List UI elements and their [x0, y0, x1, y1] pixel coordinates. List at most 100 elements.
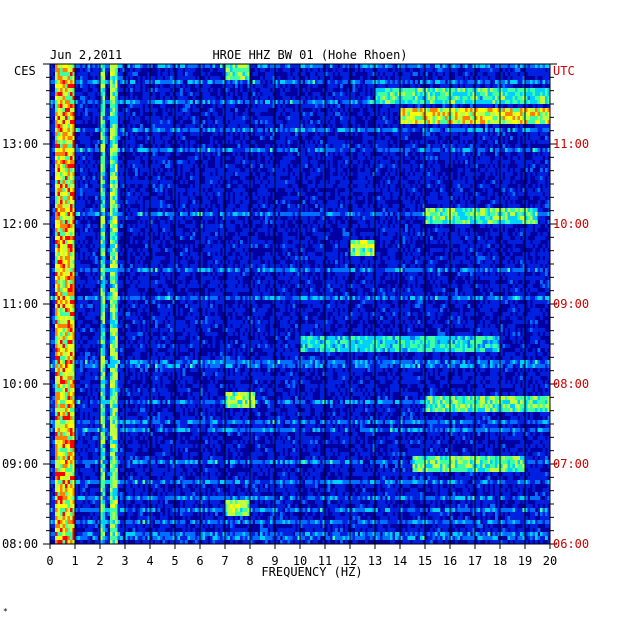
spectrogram-cell [305, 160, 308, 164]
spectrogram-cell [447, 144, 451, 148]
spectrogram-cell [512, 196, 516, 200]
spectrogram-cell [255, 124, 258, 128]
spectrogram-cell [192, 68, 196, 72]
spectrogram-cell [200, 80, 203, 84]
spectrogram-cell [500, 196, 503, 200]
spectrogram-cell [125, 112, 128, 116]
spectrogram-cell [465, 184, 468, 188]
spectrogram-cell [70, 168, 73, 172]
spectrogram-cell [475, 76, 478, 80]
spectrogram-cell [302, 72, 306, 76]
spectrogram-cell [135, 196, 138, 200]
spectrogram-cell [137, 200, 141, 204]
spectrogram-cell [462, 96, 466, 100]
spectrogram-cell [385, 112, 388, 116]
spectrogram-cell [535, 92, 538, 96]
spectrogram-cell [230, 76, 233, 80]
spectrogram-cell [270, 96, 273, 100]
spectrogram-cell [70, 192, 73, 196]
spectrogram-cell [465, 164, 468, 168]
spectrogram-cell [427, 80, 431, 84]
spectrogram-cell [67, 88, 71, 92]
spectrogram-cell [290, 204, 293, 208]
spectrogram-cell [515, 124, 518, 128]
spectrogram-cell [267, 124, 271, 128]
spectrogram-cell [215, 192, 218, 196]
spectrogram-cell [307, 116, 311, 120]
spectrogram-cell [287, 68, 291, 72]
spectrogram-cell [137, 64, 141, 68]
spectrogram-cell [297, 204, 301, 208]
spectrogram-cell [515, 208, 518, 212]
spectrogram-cell [315, 80, 318, 84]
spectrogram-cell [445, 204, 448, 208]
spectrogram-cell [415, 88, 418, 92]
spectrogram-cell [105, 204, 108, 208]
spectrogram-cell [165, 188, 168, 192]
spectrogram-cell [60, 96, 63, 100]
spectrogram-cell [340, 192, 343, 196]
spectrogram-cell [377, 156, 381, 160]
spectrogram-cell [217, 188, 221, 192]
spectrogram-cell [270, 76, 273, 80]
spectrogram-cell [275, 208, 278, 212]
spectrogram-cell [235, 88, 238, 92]
spectrogram-cell [202, 92, 206, 96]
spectrogram-cell [462, 120, 466, 124]
spectrogram-cell [132, 208, 136, 212]
spectrogram-cell [157, 64, 161, 68]
spectrogram-cell [355, 208, 358, 212]
spectrogram-cell [282, 68, 286, 72]
spectrogram-cell [242, 164, 246, 168]
spectrogram-cell [307, 80, 311, 84]
spectrogram-cell [70, 148, 73, 152]
spectrogram-cell [220, 188, 223, 192]
spectrogram-cell [297, 192, 301, 196]
spectrogram-cell [477, 108, 481, 112]
spectrogram-cell [172, 112, 176, 116]
spectrogram-cell [380, 88, 383, 92]
spectrogram-cell [107, 148, 111, 152]
spectrogram-cell [270, 128, 273, 132]
spectrogram-cell [332, 68, 336, 72]
spectrogram-cell [187, 104, 191, 108]
spectrogram-cell [140, 208, 143, 212]
spectrogram-cell [205, 176, 208, 180]
spectrogram-cell [457, 112, 461, 116]
spectrogram-cell [130, 84, 133, 88]
spectrogram-cell [190, 76, 193, 80]
spectrogram-cell [137, 164, 141, 168]
spectrogram-cell [422, 200, 426, 204]
spectrogram-cell [75, 156, 78, 160]
spectrogram-cell [400, 84, 403, 88]
spectrogram-cell [282, 196, 286, 200]
spectrogram-cell [200, 204, 203, 208]
spectrogram-cell [202, 172, 206, 176]
spectrogram-cell [487, 128, 491, 132]
spectrogram-cell [420, 68, 423, 72]
spectrogram-cell [322, 104, 326, 108]
spectrogram-cell [100, 64, 103, 68]
spectrogram-cell [157, 184, 161, 188]
spectrogram-cell [57, 112, 61, 116]
spectrogram-cell [82, 136, 86, 140]
spectrogram-cell [485, 100, 488, 104]
spectrogram-cell [165, 64, 168, 68]
spectrogram-cell [177, 164, 181, 168]
spectrogram-cell [125, 80, 128, 84]
spectrogram-cell [505, 80, 508, 84]
spectrogram-cell [112, 208, 116, 212]
spectrogram-cell [492, 160, 496, 164]
spectrogram-cell [117, 64, 121, 68]
spectrogram-cell [117, 168, 121, 172]
spectrogram-cell [435, 136, 438, 140]
spectrogram-cell [365, 68, 368, 72]
spectrogram-cell [367, 64, 371, 68]
spectrogram-cell [77, 200, 81, 204]
spectrogram-cell [290, 196, 293, 200]
spectrogram-cell [55, 132, 58, 136]
spectrogram-cell [425, 76, 428, 80]
spectrogram-cell [225, 96, 228, 100]
spectrogram-cell [162, 100, 166, 104]
spectrogram-cell [275, 200, 278, 204]
